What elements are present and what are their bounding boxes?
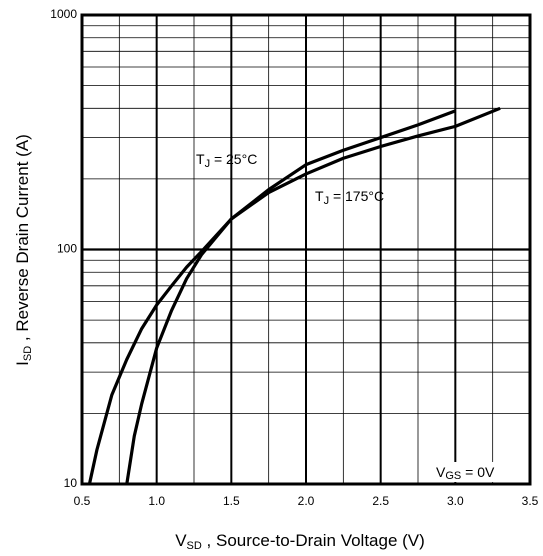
ann-sub: GS bbox=[445, 470, 461, 482]
annotation: VGS = 0V bbox=[436, 464, 495, 482]
y-tick-label: 100 bbox=[57, 242, 77, 256]
y-label-sub: SD bbox=[22, 346, 34, 361]
x-tick-label: 2.5 bbox=[372, 494, 389, 508]
y-label-main: I bbox=[13, 361, 32, 366]
x-label-main: V bbox=[175, 531, 187, 550]
x-axis-label: VSD , Source-to-Drain Voltage (V) bbox=[175, 531, 425, 551]
ann-rest: = 175°C bbox=[329, 188, 384, 204]
ann-sub: J bbox=[324, 195, 330, 207]
x-label-rest: , Source-to-Drain Voltage (V) bbox=[202, 531, 425, 550]
y-tick-label: 1000 bbox=[50, 7, 77, 21]
plot-border bbox=[80, 13, 532, 486]
ann-rest: = 25°C bbox=[210, 151, 257, 167]
marks bbox=[87, 106, 501, 485]
series-line bbox=[87, 109, 456, 485]
y-label-rest: , Reverse Drain Current (A) bbox=[13, 134, 32, 346]
grid bbox=[80, 13, 532, 486]
annotation: TJ = 25°C bbox=[196, 151, 257, 170]
x-tick-label: 1.5 bbox=[223, 494, 240, 508]
x-tick-label: 3.5 bbox=[522, 494, 539, 508]
x-label-sub: SD bbox=[187, 540, 202, 552]
series-line bbox=[125, 106, 501, 485]
x-tick-label: 3.0 bbox=[447, 494, 464, 508]
x-tick-label: 1.0 bbox=[148, 494, 165, 508]
ann-main: T bbox=[196, 151, 205, 167]
annotation-bg bbox=[432, 462, 526, 482]
x-tick-label: 0.5 bbox=[74, 494, 91, 508]
y-tick-label: 10 bbox=[64, 476, 78, 490]
ann-sub: J bbox=[205, 158, 211, 170]
ann-rest: = 0V bbox=[461, 464, 495, 480]
ann-main: T bbox=[315, 188, 324, 204]
ann-main: V bbox=[436, 464, 446, 480]
annotation-box: VGS = 0V bbox=[432, 462, 526, 482]
y-axis-label: ISD , Reverse Drain Current (A) bbox=[13, 134, 33, 366]
x-tick-label: 2.0 bbox=[298, 494, 315, 508]
annotation: TJ = 175°C bbox=[315, 188, 384, 207]
